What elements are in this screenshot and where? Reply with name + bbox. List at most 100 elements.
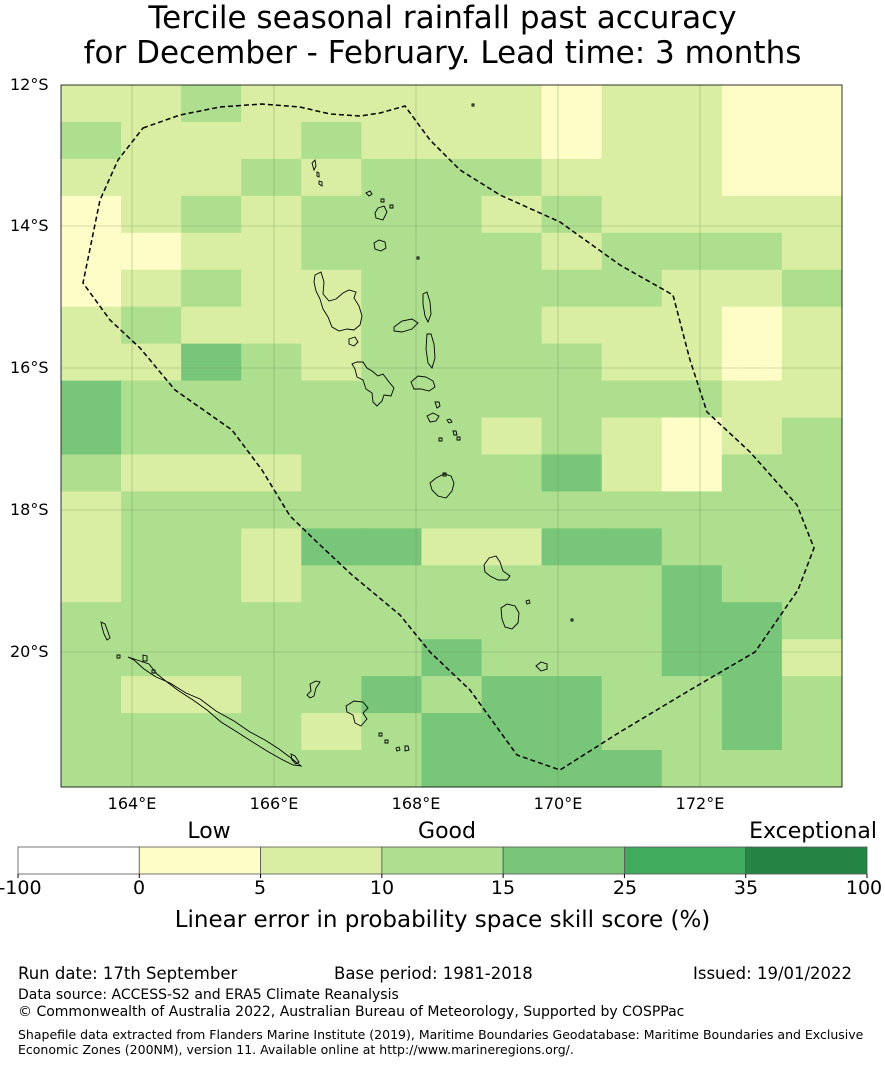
- skill-cell: [661, 676, 723, 714]
- island-erromango: [483, 555, 511, 581]
- skill-cell: [361, 528, 422, 566]
- skill-cell: [241, 750, 302, 788]
- skill-cell: [121, 195, 182, 234]
- skill-cell: [61, 269, 122, 308]
- colorbar-tick-label: 35: [733, 877, 759, 899]
- skill-cell: [301, 454, 362, 492]
- colorbar-category-exceptional: Exceptional: [749, 819, 877, 844]
- colorbar-segment: [17, 846, 140, 875]
- skill-cell: [61, 528, 122, 566]
- skill-cell: [301, 121, 362, 160]
- colorbar-segment: [502, 846, 625, 875]
- island-maewo: [422, 291, 432, 324]
- skill-cell: [781, 121, 843, 160]
- skill-cell: [721, 750, 783, 788]
- skill-cell: [301, 750, 362, 788]
- skill-cell: [661, 750, 723, 788]
- lon-label-170e: 170°E: [533, 794, 583, 813]
- skill-cell: [61, 195, 122, 234]
- skill-cell: [301, 639, 362, 677]
- skill-cell: [721, 380, 783, 419]
- skill-cell: [361, 602, 422, 640]
- skill-cell: [121, 417, 182, 455]
- skill-cell: [121, 528, 182, 566]
- skill-cell: [601, 713, 663, 751]
- island-mare: [378, 732, 389, 744]
- chart-title-line-2: for December - February. Lead time: 3 mo…: [83, 35, 802, 71]
- skill-cell: [721, 121, 783, 160]
- island-ureparapara: [365, 190, 373, 197]
- colorbar-tick-label: 100: [845, 877, 883, 899]
- skill-cell: [241, 639, 302, 677]
- skill-cell: [601, 121, 663, 160]
- skill-cell: [421, 528, 483, 566]
- colorbar-segment: [260, 846, 383, 875]
- skill-cell: [121, 85, 182, 123]
- skill-cell: [181, 85, 242, 123]
- skill-cell: [61, 85, 122, 123]
- skill-cell: [721, 528, 783, 566]
- skill-cell: [481, 380, 543, 419]
- skill-cell: [361, 639, 422, 677]
- island-malo: [348, 336, 359, 347]
- island-pentecost: [425, 333, 436, 369]
- skill-cell: [481, 565, 543, 603]
- skill-cell: [181, 195, 242, 234]
- skill-cell: [481, 528, 543, 566]
- skill-cell: [601, 454, 663, 492]
- island-malekula: [351, 361, 395, 407]
- island-espiritu-santo: [313, 271, 363, 332]
- skill-cell: [61, 713, 122, 751]
- skill-cell: [481, 269, 543, 308]
- skill-cell: [481, 195, 543, 234]
- skill-cell: [601, 639, 663, 677]
- skill-cell: [301, 417, 362, 455]
- island-southern-islets: [395, 745, 410, 752]
- skill-cell: [241, 195, 302, 234]
- skill-cell: [541, 380, 603, 419]
- skill-cell: [181, 232, 242, 271]
- skill-cell: [661, 269, 723, 308]
- skill-cell: [301, 269, 362, 308]
- skill-cell: [421, 454, 483, 492]
- skill-cell: [361, 750, 422, 788]
- skill-cell: [721, 269, 783, 308]
- skill-cell: [241, 232, 302, 271]
- skill-cell: [421, 306, 483, 345]
- skill-cell: [61, 602, 122, 640]
- skill-cell: [481, 343, 543, 382]
- skill-cell: [601, 343, 663, 382]
- skill-cell: [541, 565, 603, 603]
- eez-boundary: [82, 103, 815, 771]
- skill-cell: [781, 565, 843, 603]
- skill-cell: [661, 602, 723, 640]
- skill-cell: [661, 454, 723, 492]
- base-period: Base period: 1981-2018: [334, 964, 533, 983]
- skill-cell: [241, 602, 302, 640]
- skill-cell: [61, 565, 122, 603]
- skill-cell: [481, 750, 543, 788]
- lat-label-20s: 20°S: [10, 642, 49, 661]
- skill-cell: [541, 417, 603, 455]
- skill-cell: [181, 602, 242, 640]
- skill-cell: [661, 232, 723, 271]
- skill-cell: [361, 195, 422, 234]
- skill-cell: [781, 750, 843, 788]
- skill-cell: [361, 380, 422, 419]
- skill-cell: [421, 602, 483, 640]
- skill-cell: [601, 380, 663, 419]
- skill-cell: [481, 121, 543, 160]
- skill-cell: [781, 417, 843, 455]
- island-hunter-matthew: [290, 753, 300, 765]
- skill-cell: [721, 195, 783, 234]
- skill-cell: [61, 417, 122, 455]
- colorbar-segment: [745, 846, 868, 875]
- skill-cell: [181, 454, 242, 492]
- colorbar-tick-label: -100: [0, 877, 42, 899]
- skill-cell: [181, 417, 242, 455]
- skill-cell: [721, 158, 783, 197]
- skill-cell: [481, 158, 543, 197]
- skill-cell: [661, 158, 723, 197]
- skill-cell: [721, 454, 783, 492]
